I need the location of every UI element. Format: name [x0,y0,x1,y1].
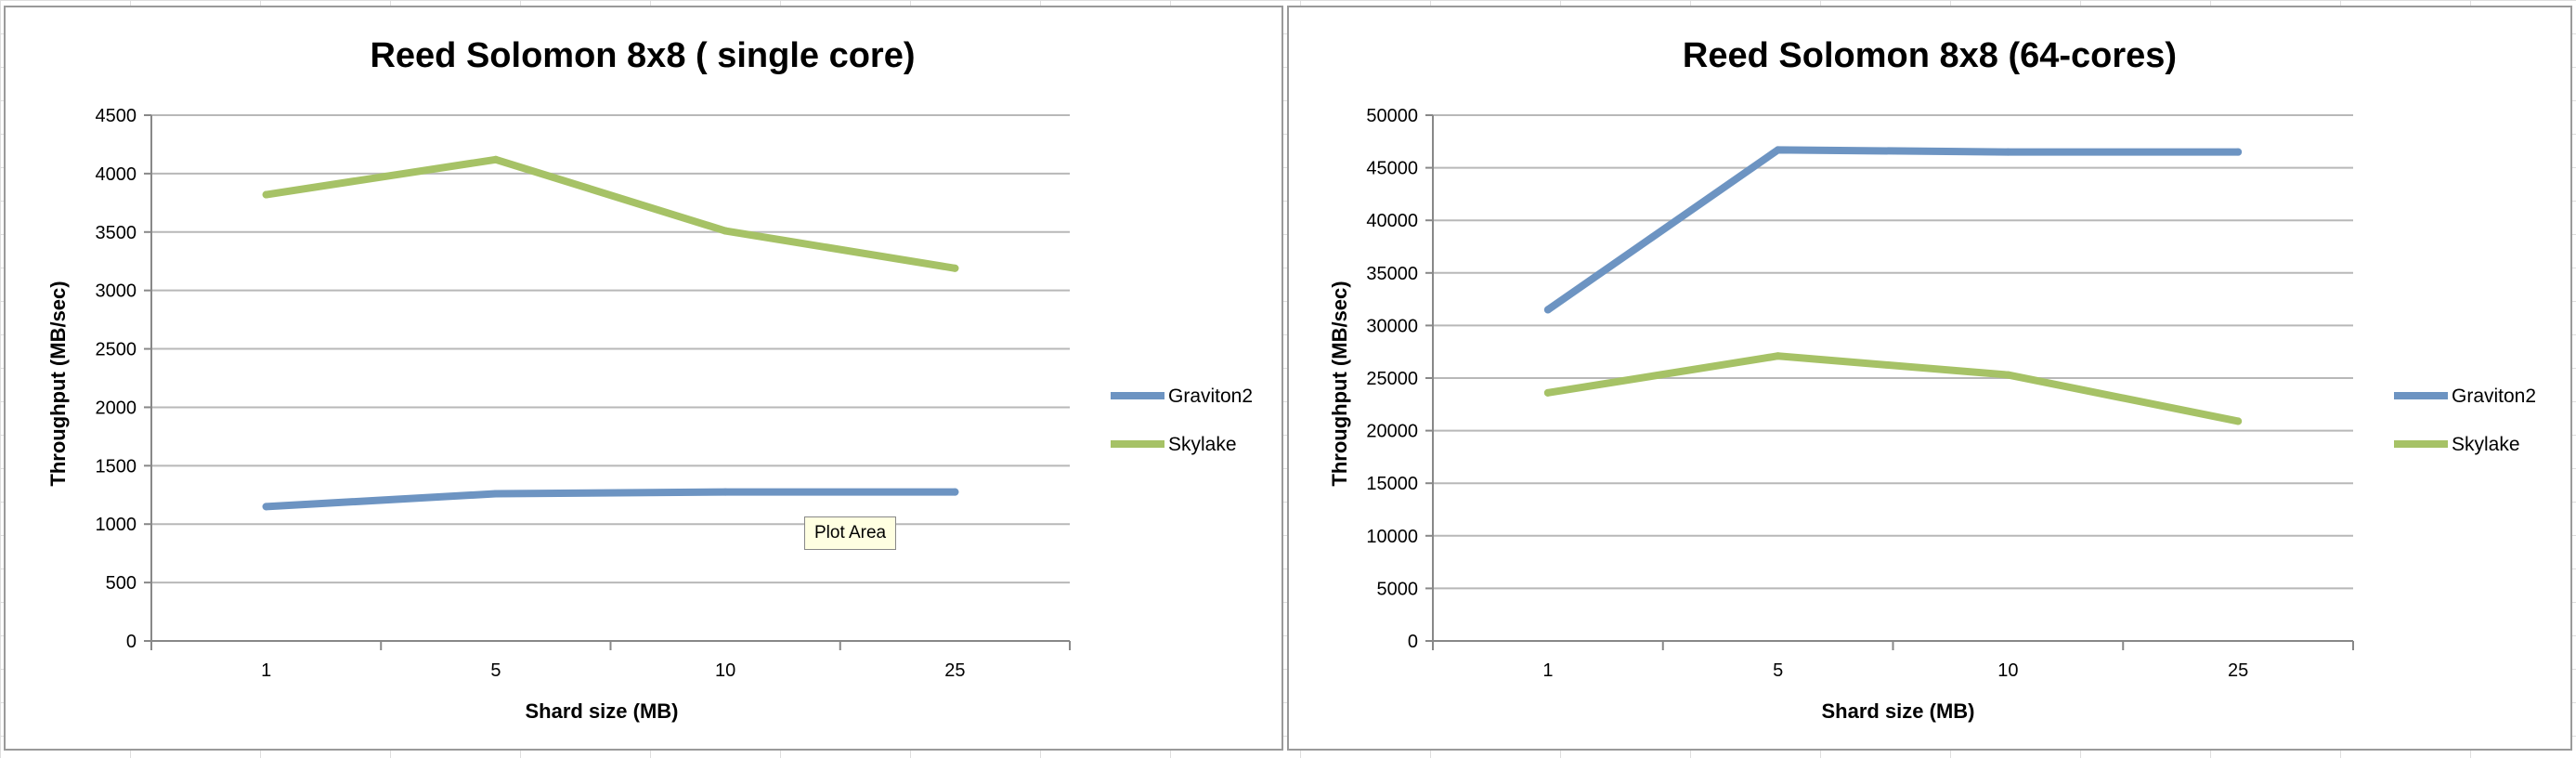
y-tick-label: 10000 [1366,527,1418,547]
y-tick-label: 3500 [96,223,137,243]
data-point-graviton2[interactable] [1543,306,1552,314]
x-tick-label: 1 [1542,660,1553,681]
y-tick-label: 30000 [1366,316,1418,336]
y-tick-label: 500 [106,573,137,594]
legend-label-skylake: Skylake [2452,434,2520,455]
x-axis-label: Shard size (MB) [525,699,678,723]
data-point-skylake[interactable] [951,264,959,272]
series-line-skylake[interactable] [262,155,959,272]
x-tick-label: 10 [715,660,735,681]
x-tick-label: 1 [261,660,271,681]
y-tick-label: 2000 [96,398,137,418]
legend-label-graviton2: Graviton2 [1168,386,1253,407]
y-axis-label: Throughput (MB/sec) [1328,281,1351,486]
y-tick-label: 35000 [1366,264,1418,284]
legend: Graviton2 Skylake [1111,386,1253,455]
y-tick-label: 45000 [1366,159,1418,179]
y-tick-label: 40000 [1366,211,1418,231]
y-tick-label: 2500 [96,340,137,360]
y-tick-label: 20000 [1366,422,1418,442]
x-tick-label: 5 [1773,660,1783,681]
x-tick-label: 25 [2228,660,2248,681]
y-tick-label: 4000 [96,164,137,185]
data-point-skylake[interactable] [1543,388,1552,397]
x-tick-label: 25 [944,660,965,681]
data-point-skylake[interactable] [2234,417,2243,425]
y-tick-label: 3000 [96,281,137,302]
data-point-graviton2[interactable] [1774,146,1782,154]
data-point-skylake[interactable] [722,227,730,235]
data-point-graviton2[interactable] [2234,148,2243,156]
y-tick-label: 0 [1408,632,1418,652]
chart-panel-64-cores[interactable]: Reed Solomon 8x8 (64-cores) 0 5000 10000 15… [1287,6,2572,751]
chart-title: Reed Solomon 8x8 ( single core) [370,36,915,75]
data-point-graviton2[interactable] [491,490,500,498]
series-line-skylake[interactable] [1543,352,2243,425]
y-tick-label: 0 [126,632,137,652]
y-tick-label: 25000 [1366,369,1418,389]
data-point-graviton2[interactable] [722,488,730,496]
series-line-graviton2[interactable] [262,488,959,511]
legend: Graviton2 Skylake [2394,386,2536,455]
chart-64-cores: Reed Solomon 8x8 (64-cores) 050001000015… [1328,36,2536,723]
x-tick-label: 5 [490,660,501,681]
legend-label-graviton2: Graviton2 [2452,386,2536,407]
data-point-graviton2[interactable] [262,503,270,511]
y-tick-label: 50000 [1366,106,1418,126]
data-point-skylake[interactable] [1774,352,1782,360]
y-tick-label: 1000 [96,515,137,535]
y-tick-label: 15000 [1366,474,1418,494]
data-point-graviton2[interactable] [2004,148,2012,156]
data-point-skylake[interactable] [262,190,270,199]
chart-panel-single-core[interactable]: Reed Solomon 8x8 ( single core) 0 500 1000… [4,6,1283,751]
x-axis-label: Shard size (MB) [1821,699,1974,723]
y-tick-label: 5000 [1377,579,1419,599]
plot-area-tooltip: Plot Area [804,516,897,550]
data-point-graviton2[interactable] [951,488,959,496]
chart-single-core: Reed Solomon 8x8 ( single core) 0 500 1000… [46,36,1253,723]
series-line-graviton2[interactable] [1543,146,2243,314]
y-axis-label: Throughput (MB/sec) [46,281,70,486]
data-point-skylake[interactable] [491,155,500,163]
legend-label-skylake: Skylake [1168,434,1237,455]
chart-title: Reed Solomon 8x8 (64-cores) [1683,36,2177,75]
data-point-skylake[interactable] [2004,371,2012,379]
y-tick-label: 4500 [96,106,137,126]
y-tick-label: 1500 [96,456,137,477]
x-tick-label: 10 [1997,660,2018,681]
